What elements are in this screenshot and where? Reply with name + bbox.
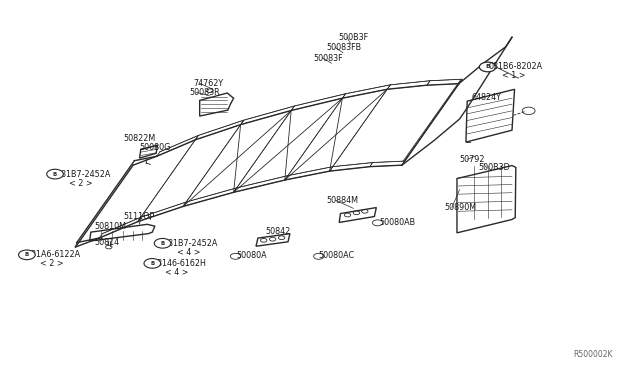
Text: < 1 >: < 1 > xyxy=(502,71,525,80)
Text: 50842: 50842 xyxy=(265,227,290,236)
Text: B: B xyxy=(485,64,490,70)
Text: 081A6-6122A: 081A6-6122A xyxy=(27,250,81,259)
Circle shape xyxy=(479,62,496,72)
Text: B: B xyxy=(150,261,154,266)
Text: < 4 >: < 4 > xyxy=(165,268,189,277)
Text: 50884M: 50884M xyxy=(326,196,358,205)
Text: 50814: 50814 xyxy=(95,238,120,247)
Text: 50822M: 50822M xyxy=(123,134,155,143)
Text: 50080G: 50080G xyxy=(140,143,171,152)
Text: 50083FB: 50083FB xyxy=(326,43,362,52)
Circle shape xyxy=(47,169,63,179)
Circle shape xyxy=(19,250,35,260)
Text: 50080AC: 50080AC xyxy=(319,251,355,260)
Text: 50890M: 50890M xyxy=(444,203,476,212)
Text: 50080A: 50080A xyxy=(237,251,268,260)
Text: 5111OP: 5111OP xyxy=(123,212,154,221)
Text: 500B3F: 500B3F xyxy=(338,33,368,42)
Text: B: B xyxy=(53,171,57,177)
Text: 50080AB: 50080AB xyxy=(379,218,415,227)
Circle shape xyxy=(144,259,161,268)
Text: 081B6-8202A: 081B6-8202A xyxy=(489,62,543,71)
Text: 50792: 50792 xyxy=(460,155,485,164)
Text: B: B xyxy=(161,241,164,246)
Text: < 4 >: < 4 > xyxy=(177,248,200,257)
Text: 081B7-2452A: 081B7-2452A xyxy=(164,239,218,248)
Text: R500002K: R500002K xyxy=(573,350,613,359)
Text: < 2 >: < 2 > xyxy=(69,179,93,187)
Text: 50810M: 50810M xyxy=(95,222,127,231)
Text: 64824Y: 64824Y xyxy=(471,93,501,102)
Text: B: B xyxy=(25,252,29,257)
Text: 74762Y: 74762Y xyxy=(193,79,223,88)
Text: 081B7-2452A: 081B7-2452A xyxy=(56,170,111,179)
Text: 50083F: 50083F xyxy=(314,54,343,62)
Text: 50083R: 50083R xyxy=(189,88,220,97)
Text: 08146-6162H: 08146-6162H xyxy=(152,259,206,268)
Text: 500B3D: 500B3D xyxy=(479,163,511,172)
Circle shape xyxy=(154,238,171,248)
Text: < 2 >: < 2 > xyxy=(40,259,63,268)
